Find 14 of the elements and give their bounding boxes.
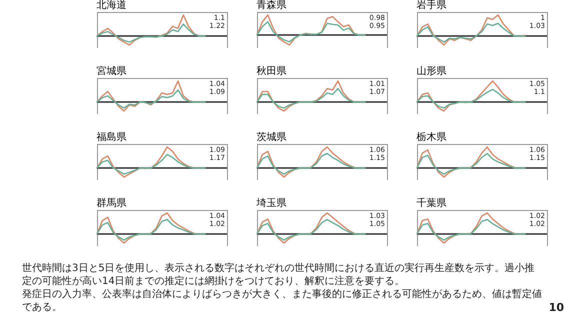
chart-title: 福島県 [96,131,126,143]
chart-title: 栃木県 [416,131,446,143]
chart-title: 青森県 [256,0,286,11]
chart-title: 茨城県 [256,131,286,143]
chart-title: 群馬県 [96,197,126,209]
chart-title: 千葉県 [416,197,446,209]
chart-title: 山形県 [416,65,446,77]
text: 世代時間は3日と5日を使用し、表示される数字はそれぞれの世代時間における直近の実行再生産数を示す。過小推定の可能性が高い14日前までの推定には網掛けをつけており、解釈に注意を要する。 [22,262,536,288]
text: 発症日の入力率、公表率は自治体によりばらつきが大きく、また事後的に修正される可能性があるため、値は暫定値である。 [22,288,542,314]
chart-title: 埼玉県 [255,197,286,209]
chart-title: 岩手県 [416,0,446,11]
chart-title: 秋田県 [256,65,286,77]
text: 10 [548,301,564,314]
chart-title: 北海道 [96,0,126,11]
